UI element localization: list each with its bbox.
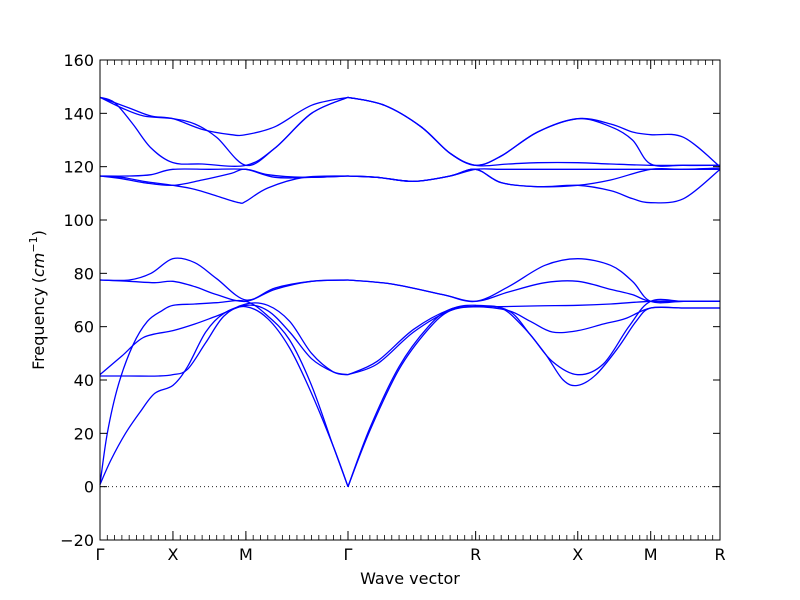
y-tick-label: 140 (63, 104, 94, 123)
x-tick-label: X (167, 545, 178, 564)
phonon-branch-12 (347, 258, 720, 304)
y-tick-label: 60 (74, 318, 94, 337)
phonon-branch-8 (347, 306, 720, 487)
phonon-branch-16 (99, 168, 349, 178)
y-tick-label: 120 (63, 158, 94, 177)
phonon-branch-2 (99, 299, 349, 487)
y-tick-label: −20 (60, 531, 94, 550)
y-axis-unit-exponent: −1 (27, 236, 40, 252)
x-tick-label: R (470, 545, 481, 564)
x-axis-label: Wave vector (360, 569, 460, 588)
phonon-branch-10 (347, 298, 720, 376)
y-tick-label: 20 (74, 424, 94, 443)
plot-area (100, 60, 720, 540)
phonon-branch-15 (99, 96, 349, 137)
x-tick-label: Γ (344, 545, 353, 564)
phonon-branch-14 (99, 96, 349, 167)
y-tick-label: 40 (74, 371, 94, 390)
phonon-branch-18 (99, 168, 349, 187)
y-axis-unit: cm (29, 253, 48, 277)
phonon-branch-24 (347, 167, 721, 188)
phonon-branch-21 (347, 96, 721, 168)
y-tick-label: 0 (84, 478, 94, 497)
x-tick-label: X (572, 545, 583, 564)
x-tick-label: M (644, 545, 658, 564)
y-axis-label-text: Frequency (29, 287, 48, 370)
x-tick-label: R (714, 545, 725, 564)
phonon-branch-4 (100, 302, 349, 377)
plot-frame (99, 59, 721, 541)
y-tick-label: 160 (63, 51, 94, 70)
x-tick-label: Γ (96, 545, 105, 564)
phonon-branch-5 (99, 279, 349, 303)
phonon-branch-17 (99, 175, 349, 204)
y-tick-label: 80 (74, 264, 94, 283)
x-tick-label: M (239, 545, 253, 564)
y-tick-label: 100 (63, 211, 94, 230)
phonon-branch-1 (99, 305, 349, 487)
phonon-branch-6 (99, 257, 349, 301)
y-axis-label: Frequency(cm−1) (27, 230, 48, 370)
